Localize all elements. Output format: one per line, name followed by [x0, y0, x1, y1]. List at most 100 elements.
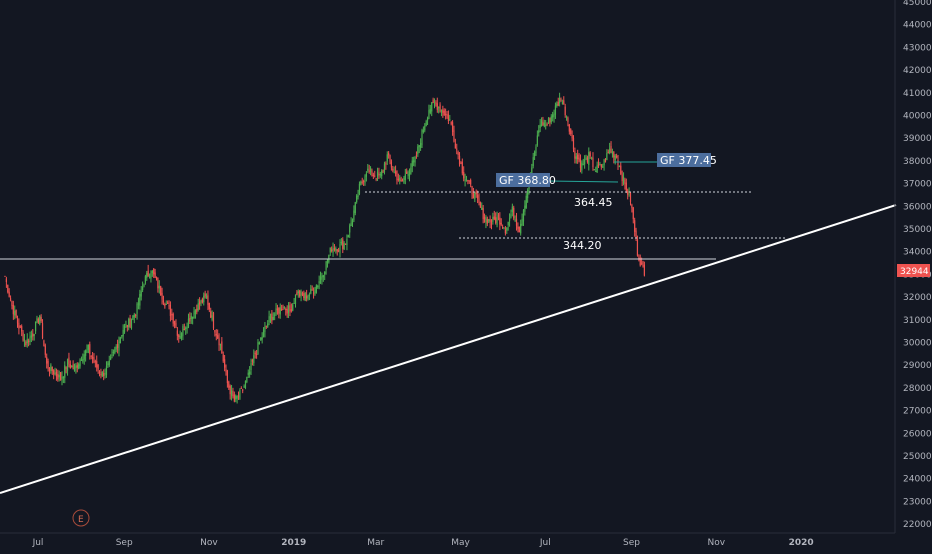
candle-body	[205, 295, 208, 299]
candle-body	[98, 372, 101, 374]
price-axis-tick-label: 39000	[903, 134, 932, 144]
candle-body	[60, 372, 62, 381]
candle-body	[258, 342, 260, 345]
time-axis-tick-label: Jul	[32, 538, 44, 548]
candle-body	[137, 303, 140, 305]
candle-body	[456, 148, 458, 150]
candle-body	[311, 289, 313, 291]
candle-body	[449, 119, 451, 121]
candle-body	[372, 174, 374, 176]
candle-body	[126, 325, 128, 328]
candle-body	[154, 272, 156, 278]
candle-body	[50, 364, 52, 371]
candle-body	[394, 171, 397, 174]
candle-body	[445, 113, 447, 115]
candle-body	[136, 303, 138, 314]
candle-body	[585, 157, 587, 161]
time-axis-tick-label: May	[451, 538, 470, 548]
candle-body	[285, 308, 287, 310]
candle-body	[525, 195, 527, 208]
candle-body	[183, 328, 185, 331]
candle-body	[43, 340, 45, 346]
candle-body	[617, 160, 619, 166]
candle-body	[631, 204, 633, 208]
candle-body	[568, 124, 570, 132]
candle-body	[625, 182, 627, 191]
candle-body	[30, 335, 33, 338]
candle-body	[119, 337, 121, 344]
gf-377-label-box	[657, 153, 711, 167]
candle-body	[465, 180, 468, 182]
candle-body	[347, 235, 349, 238]
level-label-364: 364.45	[574, 196, 613, 209]
candle-body	[621, 174, 623, 182]
candle-body	[503, 228, 505, 230]
candle-body	[268, 316, 270, 323]
time-axis[interactable]: Jul Sep Nov 2019 Mar May Jul Sep Nov 2020	[32, 538, 814, 548]
candle-body	[116, 344, 119, 348]
candle-body	[200, 300, 202, 302]
candle-body	[308, 294, 311, 297]
candle-body	[326, 259, 329, 264]
candle-body	[471, 186, 473, 195]
candle-body	[225, 369, 227, 372]
candle-body	[189, 318, 191, 322]
candle-body	[97, 365, 99, 370]
candle-body	[616, 156, 618, 158]
candle-body	[75, 365, 77, 369]
candle-body	[399, 178, 401, 181]
candle-body	[383, 163, 386, 173]
candle-body	[470, 180, 472, 185]
candle-body	[180, 333, 183, 338]
candle-body	[94, 361, 96, 363]
candle-body	[150, 273, 152, 279]
candle-body	[613, 151, 615, 158]
candle-body	[433, 103, 436, 106]
time-axis-tick-label: Sep	[116, 538, 133, 548]
candle-body	[397, 178, 399, 181]
candle-body	[221, 341, 223, 354]
candle-body	[492, 217, 494, 222]
candle-body	[489, 219, 491, 223]
candle-body	[194, 310, 197, 315]
candle-body	[114, 349, 116, 354]
candle-body	[190, 316, 192, 319]
candle-body	[14, 310, 16, 316]
trendline[interactable]	[0, 204, 897, 494]
time-axis-tick-label: 2020	[789, 538, 814, 548]
candle-body	[554, 105, 557, 115]
candle-body	[12, 304, 14, 315]
candle-body	[244, 380, 247, 389]
candle-body	[217, 335, 219, 339]
candle-body	[426, 117, 429, 121]
candle-body	[286, 308, 288, 314]
candle-body	[233, 394, 235, 402]
candle-body	[57, 374, 59, 380]
candle-body	[171, 313, 173, 316]
candle-body	[48, 367, 51, 372]
candle-body	[561, 102, 563, 104]
candle-body	[260, 337, 262, 341]
candle-body	[550, 116, 552, 123]
candle-body	[96, 361, 98, 368]
price-axis-tick-label: 40000	[903, 112, 932, 122]
candle-body	[176, 330, 178, 336]
candle-body	[108, 360, 110, 366]
candle-body	[499, 217, 501, 225]
candle-body	[599, 163, 601, 165]
candle-body	[479, 202, 481, 208]
price-axis-tick-label: 32000	[903, 293, 932, 303]
candle-body	[47, 360, 49, 369]
candle-body	[123, 325, 126, 333]
candle-body	[436, 103, 438, 110]
candle-body	[378, 173, 380, 176]
price-axis-tick-label: 22000	[903, 520, 932, 530]
candle-body	[393, 171, 395, 173]
candle-body	[414, 156, 416, 163]
candle-body	[610, 146, 612, 153]
candle-body	[552, 114, 554, 118]
earnings-marker-icon[interactable]	[72, 509, 90, 527]
candle-body	[538, 130, 540, 133]
price-axis-tick-label: 27000	[903, 407, 932, 417]
